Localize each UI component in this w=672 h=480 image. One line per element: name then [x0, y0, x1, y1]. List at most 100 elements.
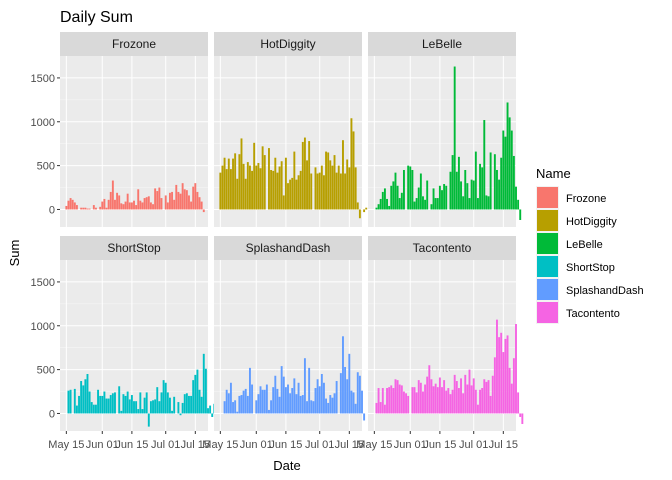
bar-hotdiggity: [219, 172, 222, 210]
bar-shortstop: [69, 389, 72, 414]
bar-tacontento: [498, 337, 501, 414]
bar-splashanddash: [244, 388, 247, 414]
bar-tacontento: [451, 389, 454, 414]
bar-lebelle: [413, 201, 416, 210]
bar-splashanddash: [335, 381, 338, 414]
bar-lebelle: [460, 181, 462, 210]
bar-splashanddash: [301, 395, 304, 414]
bar-tacontento: [464, 374, 467, 414]
bar-splashanddash: [280, 366, 283, 414]
bar-hotdiggity: [352, 131, 355, 210]
panel-lebelle: LeBelle: [368, 32, 522, 227]
bar-lebelle: [386, 198, 388, 210]
bar-hotdiggity: [268, 148, 270, 210]
bar-hotdiggity: [316, 173, 319, 210]
bar-splashanddash: [295, 394, 298, 414]
bar-hotdiggity: [244, 178, 247, 210]
bar-lebelle: [375, 207, 378, 210]
bar-tacontento: [502, 352, 505, 414]
bar-lebelle: [388, 205, 391, 210]
bar-shortstop: [137, 409, 140, 414]
bar-frozone: [82, 207, 85, 210]
bar-shortstop: [109, 395, 112, 414]
legend-item-tacontento: Tacontento: [536, 301, 620, 324]
bar-tacontento: [466, 384, 469, 414]
bar-hotdiggity: [274, 157, 277, 210]
bar-lebelle: [502, 130, 505, 210]
bar-shortstop: [78, 395, 80, 414]
x-tick-label: Jul 15: [335, 439, 364, 451]
y-tick-label: 500: [37, 161, 55, 173]
bar-splashanddash: [238, 395, 241, 414]
strip-hotdiggity: [214, 32, 362, 56]
bar-splashanddash: [236, 411, 239, 414]
bar-hotdiggity: [257, 162, 260, 210]
bar-splashanddash: [318, 386, 321, 414]
bar-shortstop: [94, 404, 97, 414]
bar-lebelle: [415, 198, 418, 210]
bar-shortstop: [158, 401, 161, 414]
bar-hotdiggity: [225, 169, 228, 210]
bar-splashanddash: [306, 401, 308, 414]
bar-shortstop: [130, 395, 133, 414]
bar-frozone: [166, 202, 169, 210]
bar-tacontento: [493, 357, 496, 414]
legend-label: SplashandDash: [566, 285, 644, 297]
bar-tacontento: [428, 365, 431, 414]
bar-frozone: [109, 191, 112, 210]
bar-hotdiggity: [261, 146, 264, 210]
bar-tacontento: [500, 332, 503, 414]
bar-tacontento: [375, 402, 378, 414]
strip-label-lebelle: LeBelle: [422, 37, 462, 51]
bar-frozone: [152, 204, 154, 210]
strip-label-frozone: Frozone: [112, 37, 156, 51]
bar-tacontento: [453, 374, 456, 414]
bar-hotdiggity: [248, 165, 251, 210]
bar-lebelle: [462, 196, 465, 210]
bar-splashanddash: [297, 382, 300, 414]
bar-splashanddash: [339, 373, 342, 414]
bar-frozone: [168, 192, 171, 210]
bar-lebelle: [409, 166, 412, 210]
bar-shortstop: [168, 397, 171, 414]
bar-lebelle: [394, 172, 397, 210]
bar-splashanddash: [348, 353, 351, 414]
bar-hotdiggity: [342, 140, 344, 210]
bar-tacontento: [386, 388, 388, 414]
bar-frozone: [99, 206, 102, 210]
bar-hotdiggity: [242, 163, 245, 210]
bar-shortstop: [124, 395, 127, 414]
bar-frozone: [101, 201, 104, 210]
bar-tacontento: [496, 319, 498, 414]
bar-splashanddash: [342, 336, 344, 414]
bar-frozone: [156, 191, 159, 210]
legend-item-frozone: Frozone: [536, 186, 606, 209]
bar-splashanddash: [303, 358, 306, 414]
bar-tacontento: [392, 388, 395, 414]
bar-shortstop: [99, 395, 102, 414]
bar-shortstop: [105, 398, 108, 414]
bar-shortstop: [209, 405, 212, 414]
x-tick-label: Jul 01: [305, 439, 334, 451]
bar-lebelle: [377, 204, 380, 210]
x-tick-label: Jun 01: [240, 439, 273, 451]
bar-hotdiggity: [282, 195, 285, 210]
bar-shortstop: [145, 392, 148, 414]
bar-lebelle: [472, 180, 475, 210]
bar-lebelle: [508, 117, 511, 210]
bar-tacontento: [381, 388, 384, 414]
bar-shortstop: [73, 388, 76, 414]
panel-frozone: Frozone 0 500 1000 1500: [31, 32, 208, 227]
bar-lebelle: [479, 163, 482, 210]
bar-frozone: [94, 207, 97, 210]
legend-swatch: [537, 233, 558, 254]
bar-frozone: [192, 186, 195, 210]
y-tick-label: 1000: [31, 321, 55, 333]
bar-splashanddash: [225, 389, 228, 414]
bar-lebelle: [510, 130, 513, 210]
facet-panels: Frozone 0 500 1000 1500 HotDiggity LeBelle Shor…: [31, 32, 524, 451]
bar-shortstop: [177, 402, 180, 414]
bar-frozone: [154, 188, 157, 210]
bar-shortstop: [147, 413, 150, 427]
bar-shortstop: [122, 394, 125, 414]
